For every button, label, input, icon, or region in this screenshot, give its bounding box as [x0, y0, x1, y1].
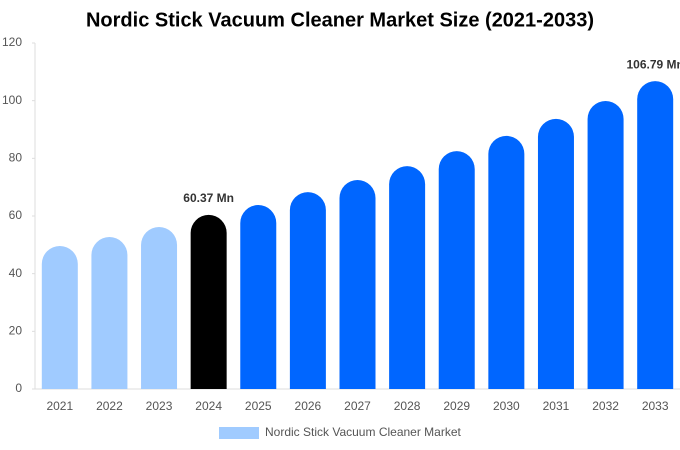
legend-swatch [219, 427, 259, 439]
y-tick-label: 80 [9, 151, 23, 165]
y-tick-label: 40 [9, 266, 23, 280]
x-tick-label: 2022 [96, 399, 123, 413]
x-tick-label: 2029 [443, 399, 470, 413]
bar [41, 245, 78, 389]
y-tick-label: 0 [15, 381, 22, 395]
x-tick-label: 2032 [592, 399, 619, 413]
y-tick-label: 20 [9, 324, 23, 338]
bar [537, 118, 574, 390]
x-tick-label: 2030 [493, 399, 520, 413]
y-tick-label: 120 [2, 35, 22, 49]
bar [587, 100, 624, 389]
x-tick-label: 2026 [295, 399, 322, 413]
bar [339, 179, 376, 389]
x-tick-label: 2023 [146, 399, 173, 413]
value-label: 106.79 Mn [627, 57, 680, 71]
x-tick-label: 2021 [46, 399, 73, 413]
x-tick-label: 2025 [245, 399, 272, 413]
bar [438, 151, 475, 389]
legend-label: Nordic Stick Vacuum Cleaner Market [265, 425, 462, 439]
bar [289, 192, 326, 389]
bar [190, 214, 227, 389]
x-tick-label: 2024 [195, 399, 222, 413]
y-tick-label: 60 [9, 208, 23, 222]
bar [141, 226, 178, 389]
bar [488, 135, 525, 389]
value-label: 60.37 Mn [183, 191, 234, 205]
bar [91, 237, 128, 389]
x-tick-label: 2028 [394, 399, 421, 413]
x-tick-label: 2031 [543, 399, 570, 413]
chart-title: Nordic Stick Vacuum Cleaner Market Size … [86, 9, 594, 31]
bar [240, 205, 277, 389]
x-tick-label: 2033 [642, 399, 669, 413]
bar [389, 166, 426, 389]
bar [637, 81, 674, 389]
y-tick-label: 100 [2, 93, 22, 107]
x-tick-label: 2027 [344, 399, 371, 413]
